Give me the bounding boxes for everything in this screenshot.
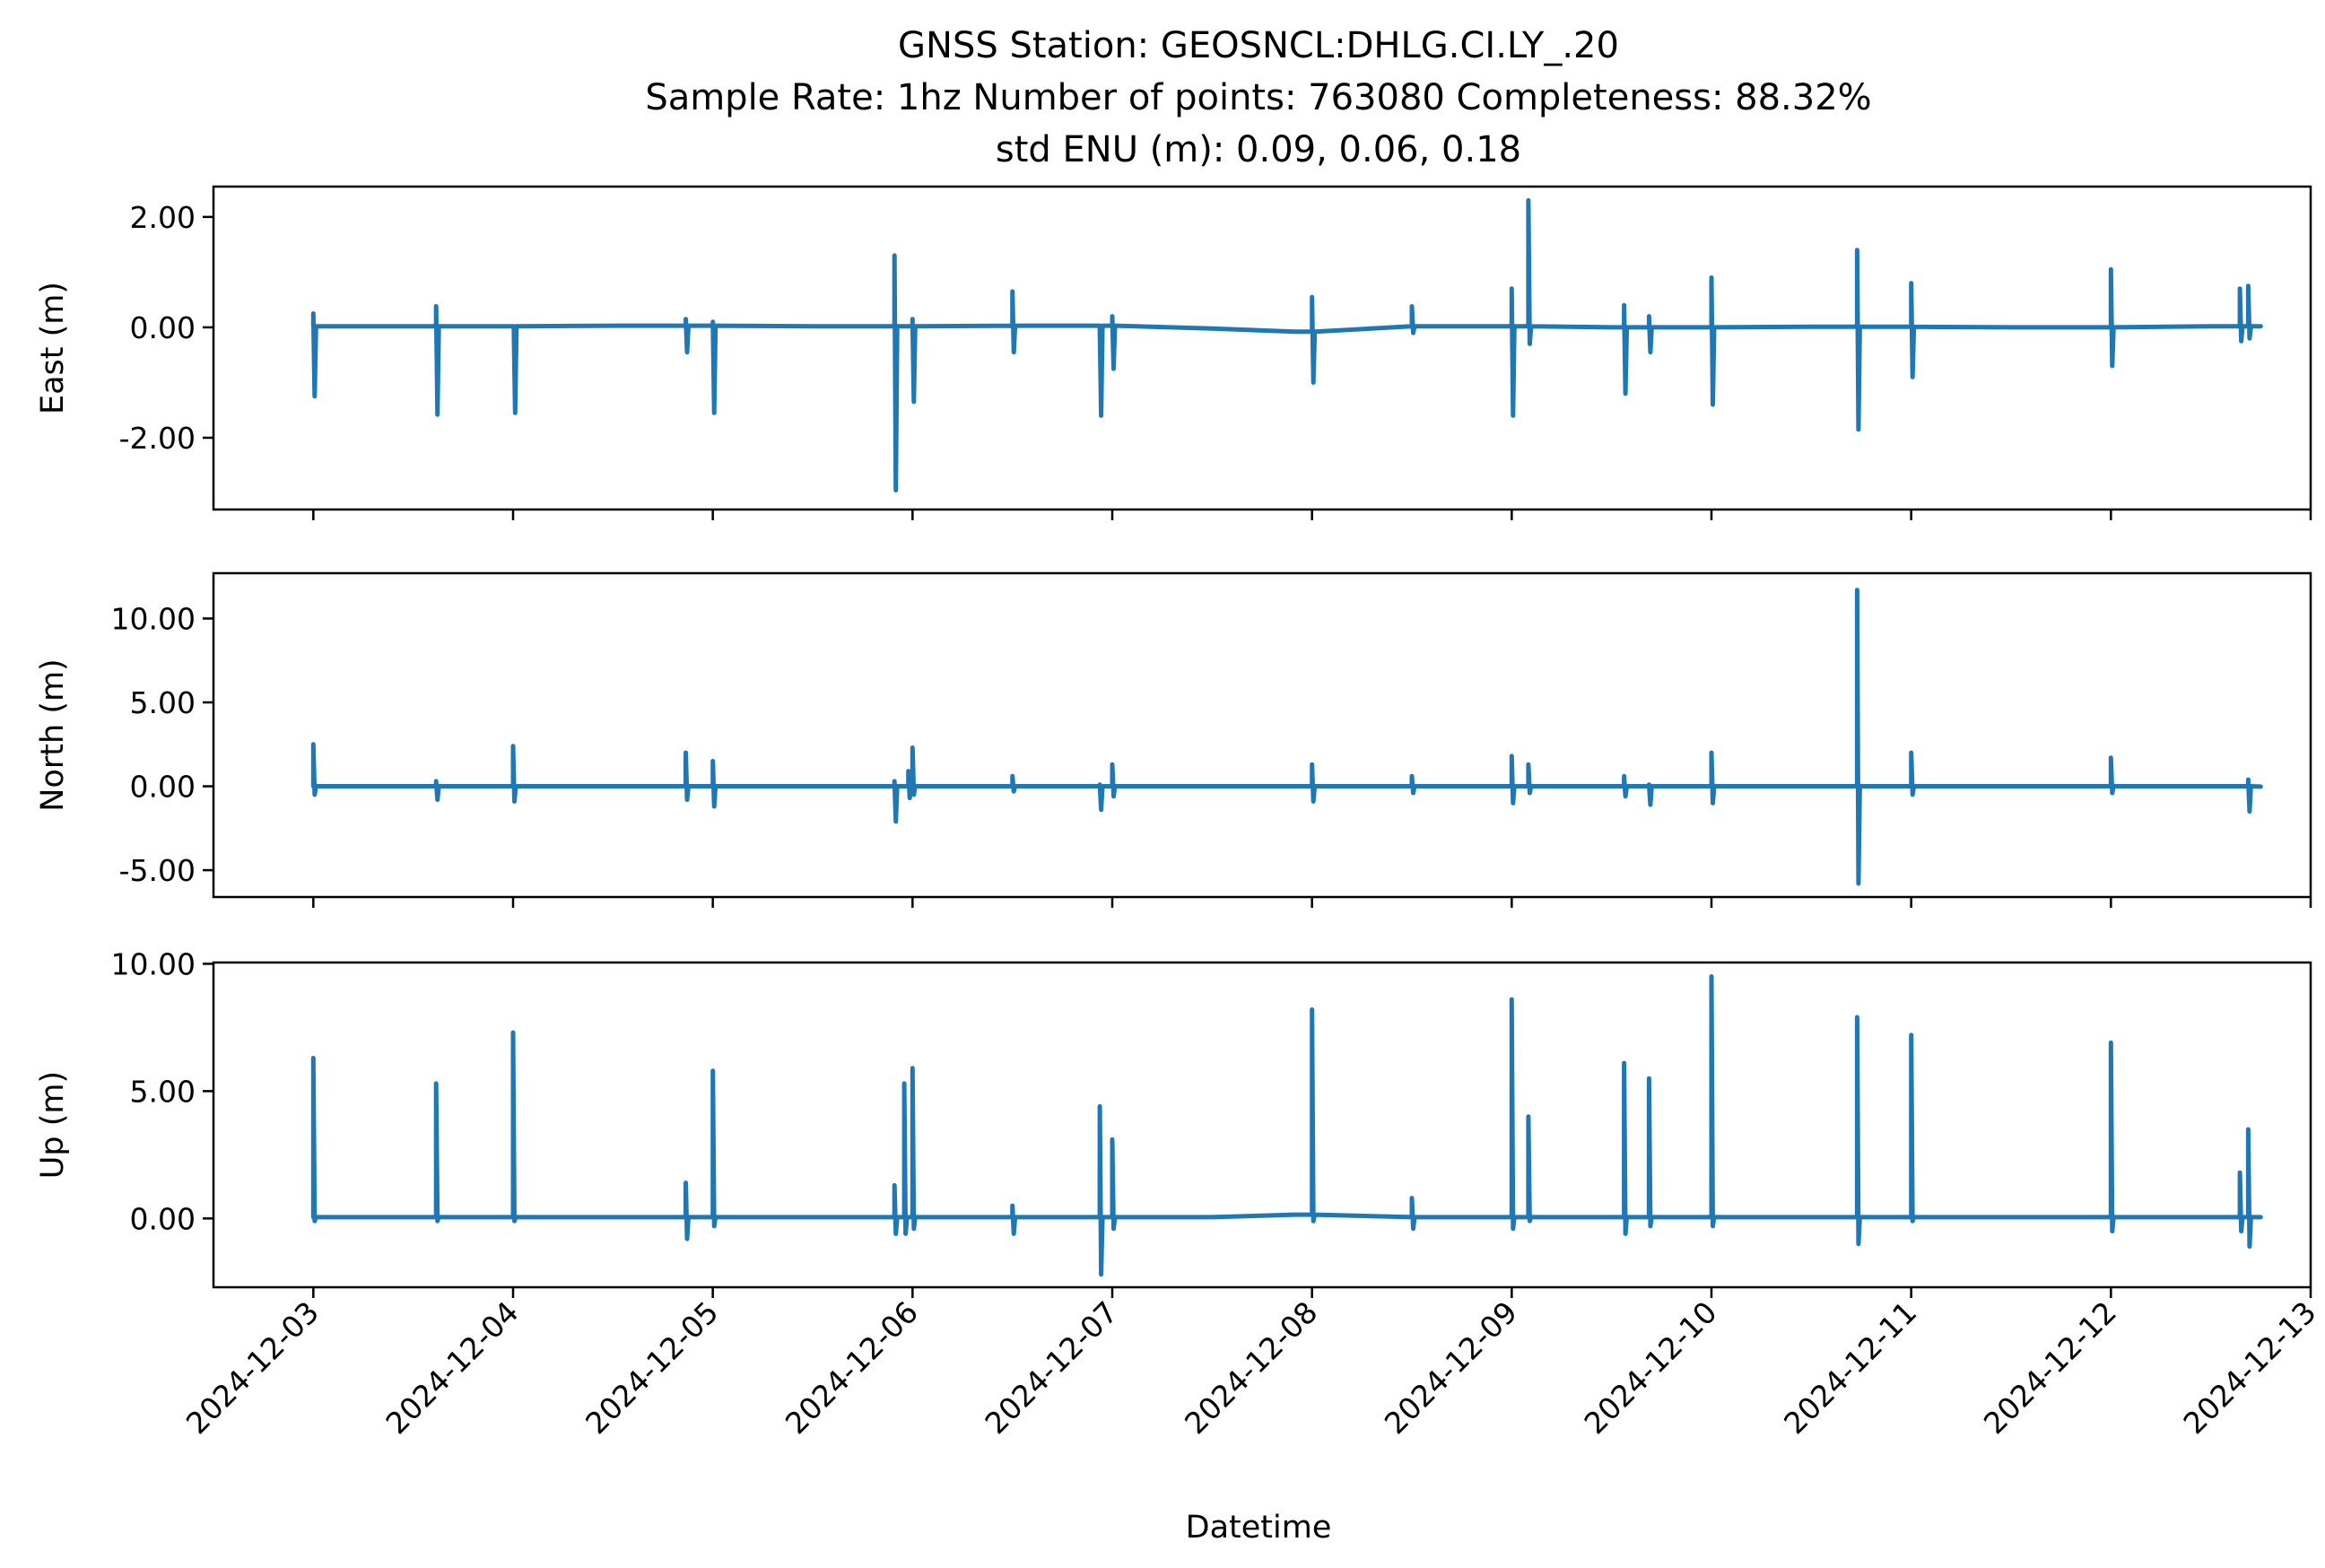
plot-frame-up xyxy=(212,961,2312,1289)
plot-frame-east xyxy=(212,185,2312,511)
x-tick-label-0: 2024-12-03 xyxy=(179,1294,326,1441)
x-tick-label-6: 2024-12-09 xyxy=(1378,1294,1524,1441)
y-axis-label-north: North (m) xyxy=(35,658,71,811)
y-tick-label-east-0: 2.00 xyxy=(130,200,196,235)
y-tick-label-north-3: -5.00 xyxy=(119,853,196,888)
x-tick-label-9: 2024-12-12 xyxy=(1977,1294,2123,1441)
y-tick-label-east-1: 0.00 xyxy=(130,310,196,345)
x-tick-label-10: 2024-12-13 xyxy=(2176,1294,2322,1441)
y-tick-label-east-2: -2.00 xyxy=(119,421,196,456)
plot-frame-north xyxy=(212,571,2312,899)
y-tick-label-up-0: 10.00 xyxy=(111,946,196,981)
subplot-up: 10.00 5.00 0.00 Up (m) 2024-12-03 2024-12-04 2… xyxy=(35,946,2323,1441)
x-tick-label-3: 2024-12-06 xyxy=(779,1294,925,1441)
subplot-east: 2.00 0.00 -2.00 East (m) xyxy=(35,185,2312,520)
x-tick-label-4: 2024-12-07 xyxy=(978,1294,1124,1441)
x-axis-label: Datetime xyxy=(1186,1510,1332,1546)
figure-title-line-3: std ENU (m): 0.09, 0.06, 0.18 xyxy=(996,129,1521,170)
x-tick-label-1: 2024-12-04 xyxy=(379,1294,525,1441)
x-tick-label-2: 2024-12-05 xyxy=(579,1294,725,1441)
x-tick-label-7: 2024-12-10 xyxy=(1577,1294,1723,1441)
y-tick-label-north-0: 10.00 xyxy=(111,602,196,637)
subplots: 2.00 0.00 -2.00 East (m) 10.00 5.00 0.00 -5.00 N… xyxy=(35,185,2323,1441)
series-line-east xyxy=(310,197,2263,492)
y-tick-label-up-2: 0.00 xyxy=(130,1201,196,1236)
series-line-up xyxy=(310,974,2263,1277)
figure-title-line-2: Sample Rate: 1hz Number of points: 76308… xyxy=(645,77,1871,118)
figure-title-line-1: GNSS Station: GEOSNCL:DHLG.CI.LY_.20 xyxy=(898,25,1619,66)
x-tick-label-8: 2024-12-11 xyxy=(1777,1294,1923,1441)
y-tick-label-up-1: 5.00 xyxy=(130,1074,196,1109)
y-axis-label-east: East (m) xyxy=(35,282,71,414)
subplot-north: 10.00 5.00 0.00 -5.00 North (m) xyxy=(35,571,2312,908)
series-line-north xyxy=(310,588,2263,886)
x-tick-label-5: 2024-12-08 xyxy=(1178,1294,1324,1441)
y-axis-label-up: Up (m) xyxy=(35,1071,71,1179)
y-tick-label-north-2: 0.00 xyxy=(130,770,196,805)
y-tick-label-north-1: 5.00 xyxy=(130,685,196,720)
